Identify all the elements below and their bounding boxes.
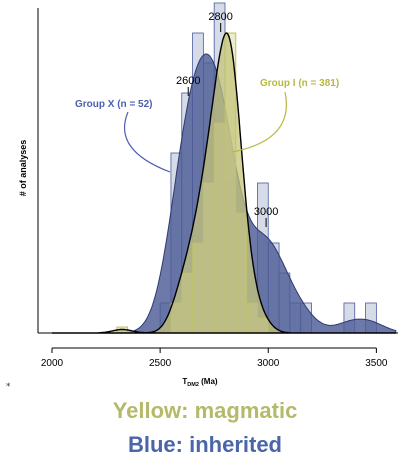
peak-label-2600: 2600 (176, 75, 200, 87)
group-i-label: Group I (n = 381) (260, 78, 339, 89)
x-tick-label-2500: 2500 (149, 358, 172, 369)
peak-label-3000: 3000 (254, 206, 278, 218)
corner-mark: * (6, 382, 11, 392)
x-axis-label: TDM2 (Ma) (182, 377, 218, 388)
peak-label-2800: 2800 (208, 11, 232, 23)
caption-magmatic: Yellow: magmatic (112, 398, 298, 423)
x-tick-label-3500: 3500 (365, 358, 388, 369)
group-x-leader (123, 111, 171, 173)
plot-area: 2000 2500 3000 3500 TDM2 (Ma) # of analyses 26… (18, 2, 398, 388)
group-x-label: Group X (n = 52) (75, 99, 153, 110)
caption-inherited: Blue: inherited (127, 432, 282, 457)
x-tick-label-2000: 2000 (41, 358, 64, 369)
x-tick-label-3000: 3000 (257, 358, 280, 369)
yellow-kde-area (52, 32, 396, 334)
y-axis-label: # of analyses (18, 140, 28, 197)
group-i-leader (231, 91, 287, 153)
histogram-chart: 2000 2500 3000 3500 TDM2 (Ma) # of analyses 26… (18, 2, 398, 388)
